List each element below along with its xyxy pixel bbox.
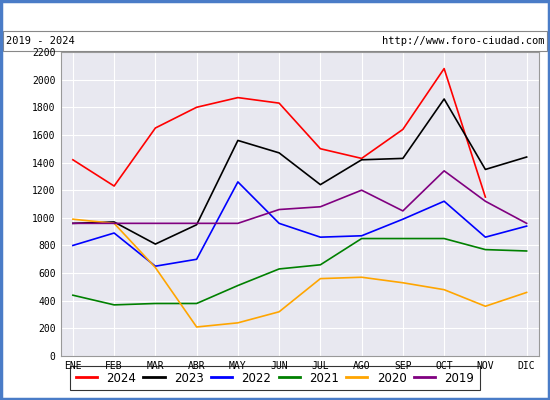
Text: 2019 - 2024: 2019 - 2024 xyxy=(6,36,74,46)
Text: http://www.foro-ciudad.com: http://www.foro-ciudad.com xyxy=(382,36,544,46)
Legend: 2024, 2023, 2022, 2021, 2020, 2019: 2024, 2023, 2022, 2021, 2020, 2019 xyxy=(70,366,480,390)
Text: Evolucion Nº Turistas Extranjeros en el municipio de Mairena del Aljarafe: Evolucion Nº Turistas Extranjeros en el … xyxy=(15,8,535,22)
FancyBboxPatch shape xyxy=(3,31,547,51)
